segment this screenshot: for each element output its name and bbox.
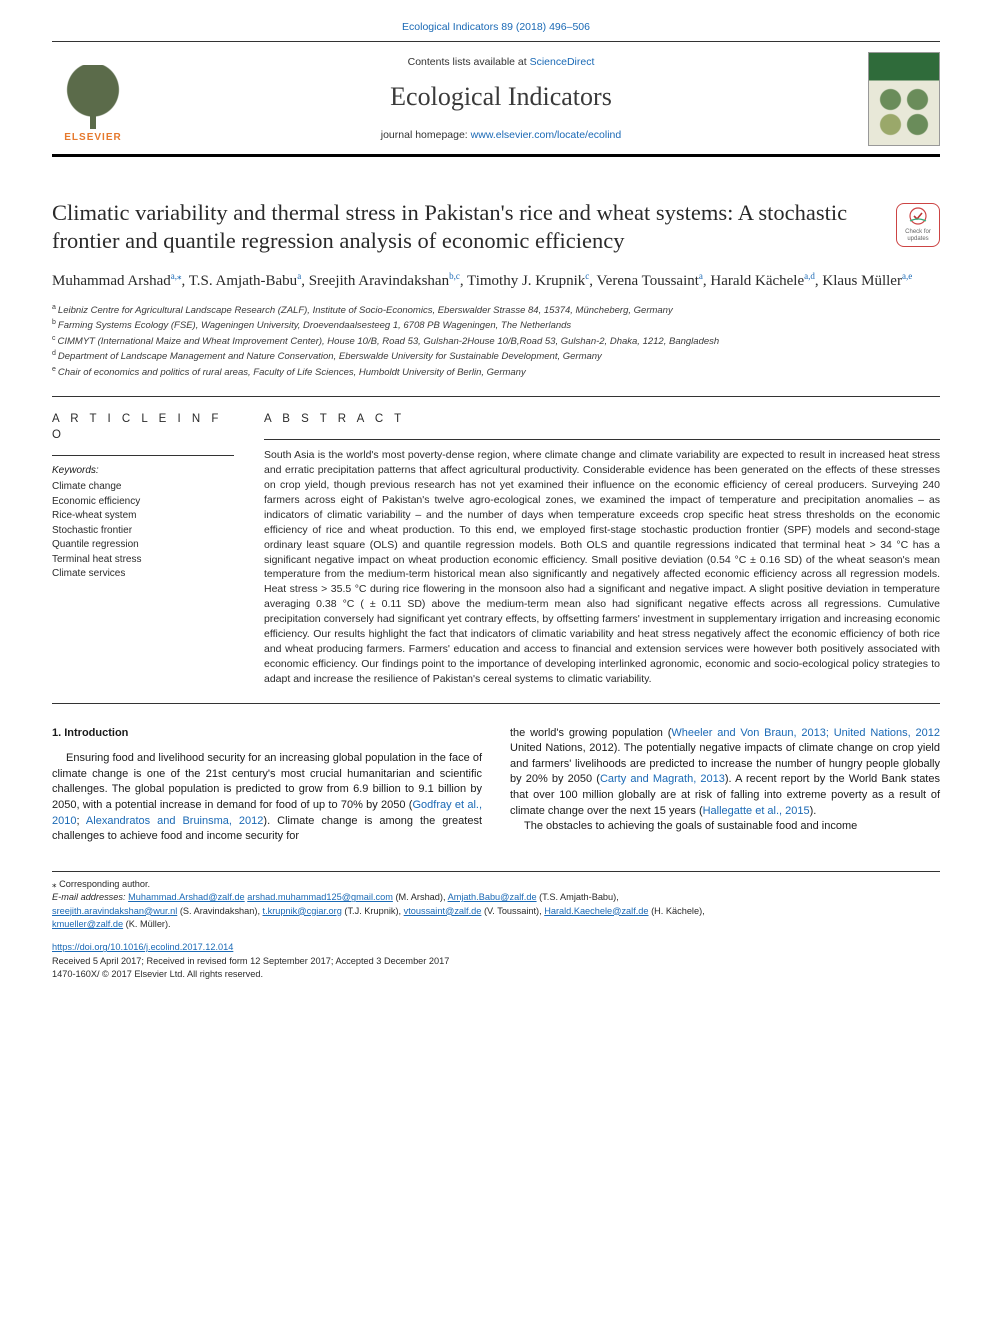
- author-email[interactable]: sreejith.aravindakshan@wur.nl: [52, 906, 177, 916]
- author-email[interactable]: Muhammad.Arshad@zalf.de: [128, 892, 245, 902]
- contents-prefix: Contents lists available at: [408, 56, 530, 68]
- article-info-heading: A R T I C L E I N F O: [52, 411, 234, 443]
- keywords-list: Climate changeEconomic efficiencyRice-wh…: [52, 480, 234, 582]
- elsevier-tree-icon: [57, 65, 129, 127]
- corresponding-author-note: ⁎ Corresponding author.: [52, 878, 940, 891]
- footnotes-block: ⁎ Corresponding author. E-mail addresses…: [52, 871, 940, 931]
- doi-link[interactable]: https://doi.org/10.1016/j.ecolind.2017.1…: [52, 942, 233, 952]
- running-citation: Ecological Indicators 89 (2018) 496–506: [52, 20, 940, 35]
- affiliations-block: aLeibniz Centre for Agricultural Landsca…: [52, 303, 940, 380]
- info-divider: [52, 455, 234, 456]
- article-title: Climatic variability and thermal stress …: [52, 199, 882, 257]
- homepage-prefix: journal homepage:: [381, 129, 471, 141]
- keywords-label: Keywords:: [52, 464, 234, 478]
- journal-cover-thumbnail: [868, 52, 940, 146]
- intro-col2-para2: The obstacles to achieving the goals of …: [510, 819, 940, 835]
- crossmark-text-1: Check for: [905, 229, 931, 235]
- publisher-logo-block: ELSEVIER: [52, 53, 134, 145]
- issn-copyright: 1470-160X/ © 2017 Elsevier Ltd. All righ…: [52, 968, 940, 981]
- crossmark-text-2: updates: [907, 236, 928, 242]
- journal-homepage-line: journal homepage: www.elsevier.com/locat…: [134, 128, 868, 143]
- intro-heading: 1. Introduction: [52, 726, 482, 742]
- intro-col2-para: the world's growing population (Wheeler …: [510, 726, 940, 820]
- publisher-wordmark: ELSEVIER: [64, 131, 121, 145]
- sciencedirect-link[interactable]: ScienceDirect: [530, 56, 595, 68]
- crossmark-icon: [907, 207, 929, 227]
- abstract-divider: [264, 439, 940, 440]
- authors-line: Muhammad Arshada,⁎, T.S. Amjath-Babua, S…: [52, 270, 940, 293]
- author-email[interactable]: kmueller@zalf.de: [52, 919, 123, 929]
- intro-col1-para: Ensuring food and livelihood security fo…: [52, 751, 482, 845]
- divider-bottom: [52, 703, 940, 704]
- contents-available-line: Contents lists available at ScienceDirec…: [134, 55, 868, 70]
- author-email[interactable]: t.krupnik@cgiar.org: [263, 906, 342, 916]
- email-addresses-line: E-mail addresses: Muhammad.Arshad@zalf.d…: [52, 891, 940, 931]
- journal-homepage-link[interactable]: www.elsevier.com/locate/ecolind: [471, 129, 622, 141]
- author-email[interactable]: Harald.Kaechele@zalf.de: [544, 906, 648, 916]
- author-email[interactable]: arshad.muhammad125@gmail.com: [247, 892, 393, 902]
- author-email[interactable]: vtoussaint@zalf.de: [404, 906, 482, 916]
- divider-top: [52, 396, 940, 397]
- abstract-text: South Asia is the world's most poverty-d…: [264, 448, 940, 687]
- crossmark-badge[interactable]: Check for updates: [896, 203, 940, 247]
- received-dates: Received 5 April 2017; Received in revis…: [52, 955, 940, 968]
- journal-banner: ELSEVIER Contents lists available at Sci…: [52, 41, 940, 157]
- abstract-heading: A B S T R A C T: [264, 411, 940, 427]
- journal-title: Ecological Indicators: [134, 79, 868, 115]
- author-email[interactable]: Amjath.Babu@zalf.de: [448, 892, 537, 902]
- article-footer: https://doi.org/10.1016/j.ecolind.2017.1…: [52, 941, 940, 981]
